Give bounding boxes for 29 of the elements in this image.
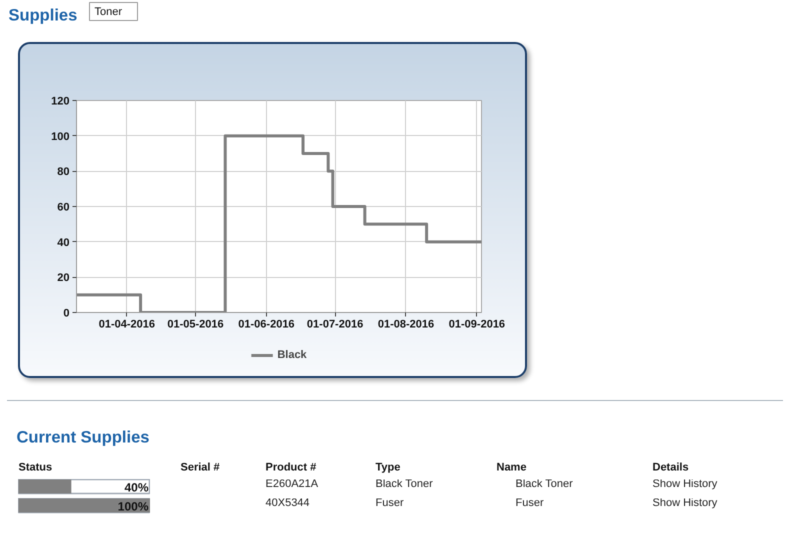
y-tick-label: 40 <box>57 236 70 249</box>
text: Product # <box>266 462 316 474</box>
data-label: 40% <box>124 480 149 494</box>
chart-title: Current Supplies <box>16 428 150 446</box>
y-tick-label: 20 <box>57 272 70 284</box>
text: E260A21A <box>266 478 319 490</box>
x-tick-label: 01-06-2016 <box>238 318 295 330</box>
y-tick-label: 80 <box>57 166 70 178</box>
y-tick-label: 0 <box>63 308 70 320</box>
data-label: 100% <box>118 500 149 514</box>
x-tick-label: 01-07-2016 <box>306 318 364 330</box>
y-tick-label: 60 <box>57 202 70 214</box>
text: Name <box>496 462 526 474</box>
text: 40X5344 <box>266 496 310 509</box>
legend-label: Black <box>277 349 307 361</box>
x-tick-label: 01-05-2016 <box>167 318 224 330</box>
text: Details <box>652 462 689 474</box>
y-tick-label: 120 <box>51 96 70 108</box>
text: Serial # <box>180 462 220 474</box>
x-tick-label: 01-08-2016 <box>378 318 434 330</box>
text: Fuser <box>376 496 404 509</box>
text: Fuser <box>516 496 544 509</box>
y-tick-label: 100 <box>51 130 70 143</box>
x-tick-label: 01-09-2016 <box>448 318 506 330</box>
x-tick-label: 01-04-2016 <box>98 318 155 330</box>
text: Type <box>376 462 400 474</box>
chart-title: Supplies <box>8 6 78 24</box>
chart-subtitle: Toner <box>94 6 122 18</box>
x-axis-title: Status <box>18 462 52 474</box>
